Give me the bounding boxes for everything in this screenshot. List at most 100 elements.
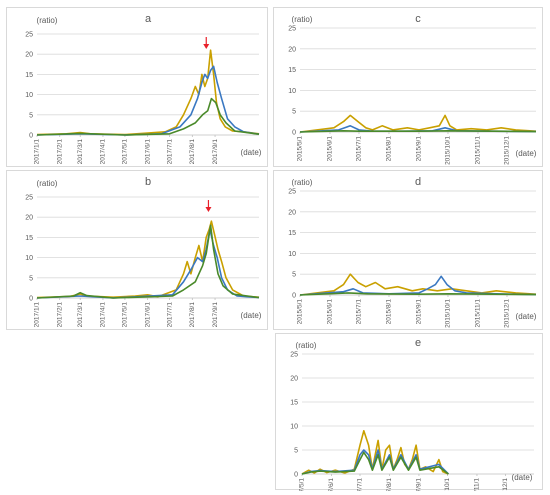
y-tick-label: 15 bbox=[25, 235, 33, 242]
series-line-1 bbox=[299, 273, 537, 296]
x-tick-label: 2017/1/1 bbox=[34, 302, 41, 328]
x-tick-label: 2015/11/1 bbox=[475, 136, 482, 165]
red-arrow-icon bbox=[203, 37, 210, 49]
y-tick-label: 0 bbox=[29, 296, 33, 303]
x-tick-label: 2017/4/1 bbox=[100, 139, 107, 165]
y-tick-label: 0 bbox=[292, 293, 296, 300]
y-tick-label: 15 bbox=[25, 72, 33, 79]
series-line-2 bbox=[36, 65, 260, 136]
x-tick-label: 2015/8/1 bbox=[386, 299, 393, 325]
x-tick-label: 2017/5/1 bbox=[299, 478, 306, 491]
x-tick-label: 2015/9/1 bbox=[416, 136, 423, 162]
series-line-3 bbox=[299, 130, 537, 133]
y-tick-label: 5 bbox=[294, 448, 298, 455]
x-tick-label: 2017/12/1 bbox=[502, 478, 509, 491]
y-axis-label: (ratio) bbox=[37, 179, 58, 188]
x-axis-label: (date) bbox=[241, 311, 262, 320]
chart-a: a (ratio) 0 5 10 15 20 25 2017/1/1 2017/2/1 2017/3… bbox=[25, 13, 262, 165]
red-arrow-icon bbox=[205, 200, 212, 212]
y-tick-label: 25 bbox=[288, 189, 296, 196]
x-tick-label: 2015/6/1 bbox=[327, 299, 334, 325]
x-tick-label: 2017/6/1 bbox=[328, 478, 335, 491]
x-tick-label: 2015/9/1 bbox=[416, 299, 423, 325]
chart-e: e (ratio) 0 5 10 15 20 25 2017/5/1 2017/6/1 2017/7… bbox=[290, 337, 534, 491]
chart-b: b (ratio) 0 5 10 15 20 25 2017/1/1 2017/2/1 2017/3… bbox=[25, 176, 262, 328]
x-tick-label: 2017/5/1 bbox=[122, 302, 129, 328]
series-line-3 bbox=[36, 97, 260, 136]
chart-title: e bbox=[415, 337, 421, 349]
x-tick-label: 2015/5/1 bbox=[297, 299, 304, 325]
y-tick-label: 20 bbox=[290, 376, 298, 383]
x-axis-label: (date) bbox=[516, 149, 537, 158]
y-tick-label: 10 bbox=[25, 92, 33, 99]
x-tick-label: 2017/11/1 bbox=[474, 478, 481, 491]
chart-title: d bbox=[415, 176, 421, 188]
chart-panel-d: d (ratio) 0 5 10 15 20 25 2015/5/1 2015/6/1 2015/7… bbox=[273, 170, 543, 330]
x-tick-label: 2015/7/1 bbox=[356, 299, 363, 325]
chart-title: a bbox=[145, 13, 152, 25]
x-tick-label: 2017/8/1 bbox=[189, 302, 196, 328]
y-tick-label: 5 bbox=[292, 109, 296, 116]
x-tick-label: 2017/7/1 bbox=[166, 139, 173, 165]
x-tick-label: 2017/6/1 bbox=[144, 302, 151, 328]
x-axis-label: (date) bbox=[512, 473, 533, 482]
x-tick-label: 2017/3/1 bbox=[77, 302, 84, 328]
x-tick-label: 2017/6/1 bbox=[144, 139, 151, 165]
x-tick-label: 2017/7/1 bbox=[357, 478, 364, 491]
y-axis-label: (ratio) bbox=[292, 15, 313, 24]
x-tick-label: 2015/6/1 bbox=[327, 136, 334, 162]
y-tick-label: 15 bbox=[288, 230, 296, 237]
x-tick-label: 2017/8/1 bbox=[189, 139, 196, 165]
y-tick-label: 10 bbox=[25, 255, 33, 262]
x-tick-label: 2017/3/1 bbox=[77, 139, 84, 165]
x-tick-label: 2015/5/1 bbox=[297, 136, 304, 162]
series-line-1 bbox=[299, 114, 537, 133]
chart-d: d (ratio) 0 5 10 15 20 25 2015/5/1 2015/6/1 2015/7… bbox=[288, 176, 537, 328]
x-tick-label: 2017/7/1 bbox=[166, 302, 173, 328]
y-tick-label: 15 bbox=[290, 400, 298, 407]
x-tick-label: 2015/7/1 bbox=[356, 136, 363, 162]
chart-panel-a: a (ratio) 0 5 10 15 20 25 2017/1/1 2017/2/1 2017/3… bbox=[6, 7, 268, 167]
x-tick-label: 2015/10/1 bbox=[445, 136, 452, 165]
y-tick-label: 15 bbox=[288, 67, 296, 74]
x-axis-label: (date) bbox=[516, 312, 537, 321]
chart-title: c bbox=[415, 13, 421, 25]
y-tick-label: 20 bbox=[288, 46, 296, 53]
x-tick-label: 2015/12/1 bbox=[504, 136, 511, 165]
y-tick-label: 5 bbox=[292, 272, 296, 279]
x-tick-label: 2017/2/1 bbox=[56, 139, 63, 165]
series-line-3 bbox=[36, 224, 260, 299]
x-tick-label: 2017/9/1 bbox=[212, 139, 219, 165]
y-tick-label: 20 bbox=[288, 209, 296, 216]
chart-c: c (ratio) 0 5 10 15 20 25 2015/5/1 2015/6/1 2015/7… bbox=[288, 13, 537, 165]
x-tick-label: 2017/2/1 bbox=[56, 302, 63, 328]
chart-panel-c: c (ratio) 0 5 10 15 20 25 2015/5/1 2015/6/1 2015/7… bbox=[273, 7, 543, 167]
x-tick-label: 2015/8/1 bbox=[386, 136, 393, 162]
x-tick-label: 2017/1/1 bbox=[34, 139, 41, 165]
x-tick-label: 2017/4/1 bbox=[100, 302, 107, 328]
series-line-3 bbox=[299, 292, 537, 296]
chart-title: b bbox=[145, 176, 151, 188]
y-tick-label: 20 bbox=[25, 215, 33, 222]
y-tick-label: 10 bbox=[290, 424, 298, 431]
y-tick-label: 25 bbox=[288, 26, 296, 33]
y-axis-label: (ratio) bbox=[292, 178, 313, 187]
y-tick-label: 25 bbox=[25, 32, 33, 39]
y-axis-label: (ratio) bbox=[37, 16, 58, 25]
x-tick-label: 2017/8/1 bbox=[386, 478, 393, 491]
x-axis-label: (date) bbox=[241, 148, 262, 157]
series-line-3 bbox=[301, 451, 449, 475]
x-tick-label: 2017/9/1 bbox=[416, 478, 423, 491]
x-tick-label: 2015/10/1 bbox=[445, 299, 452, 328]
y-tick-label: 0 bbox=[29, 133, 33, 140]
y-tick-label: 25 bbox=[25, 195, 33, 202]
y-tick-label: 5 bbox=[29, 112, 33, 119]
y-tick-label: 20 bbox=[25, 52, 33, 59]
series-line-2 bbox=[299, 275, 537, 296]
y-tick-label: 5 bbox=[29, 275, 33, 282]
x-tick-label: 2015/11/1 bbox=[475, 299, 482, 328]
x-tick-label: 2017/10/1 bbox=[444, 478, 451, 491]
y-tick-label: 10 bbox=[288, 251, 296, 258]
y-axis-label: (ratio) bbox=[296, 341, 317, 350]
chart-panel-e: e (ratio) 0 5 10 15 20 25 2017/5/1 2017/6/1 2017/7… bbox=[275, 333, 543, 491]
